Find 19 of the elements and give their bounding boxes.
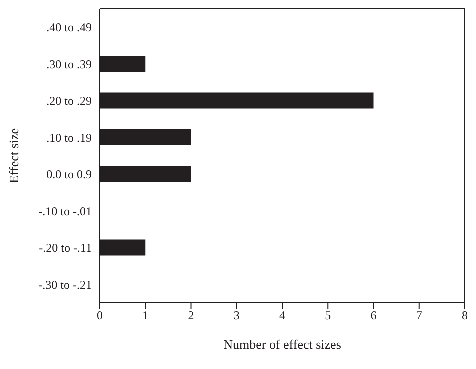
x-tick-label: 7 [416, 308, 422, 323]
x-tick-label: 5 [325, 308, 332, 323]
x-tick-label: 8 [462, 308, 468, 323]
x-tick-label: 0 [97, 308, 103, 323]
x-tick-label: 3 [234, 308, 240, 323]
y-tick-label: .40 to .49 [46, 20, 92, 35]
x-tick-label: 6 [370, 308, 377, 323]
y-tick-label: 0.0 to 0.9 [46, 168, 92, 182]
x-tick-label: 2 [188, 308, 194, 323]
y-tick-label: .10 to .19 [46, 130, 92, 145]
x-tick-label: 4 [280, 308, 286, 323]
y-tick-label: -.20 to -.11 [39, 241, 92, 256]
y-axis-title: Effect size [6, 128, 22, 184]
y-tick-label: .20 to .29 [46, 94, 92, 108]
x-axis-title: Number of effect sizes [224, 337, 342, 352]
y-tick-label: -.30 to -.21 [38, 278, 92, 292]
y-tick-label: -.10 to -.01 [38, 204, 92, 218]
x-tick-label: 1 [142, 308, 149, 323]
y-tick-label: .30 to .39 [46, 57, 92, 72]
